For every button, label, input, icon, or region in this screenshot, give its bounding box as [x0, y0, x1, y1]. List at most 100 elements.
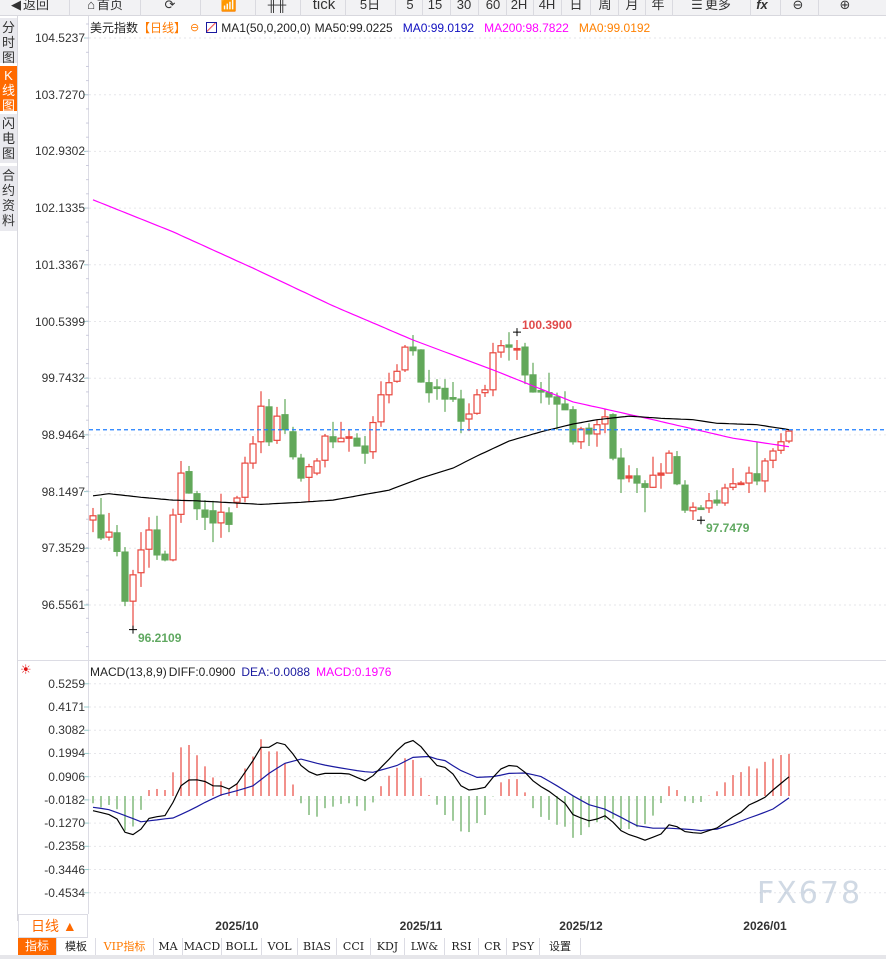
candle-down[interactable] — [193, 490, 201, 521]
indicator-tab-cci[interactable]: CCI — [337, 938, 371, 955]
candle-down[interactable] — [297, 453, 305, 482]
candle-up[interactable] — [785, 429, 793, 444]
period-周-button[interactable]: 周 — [598, 0, 612, 12]
candle-up[interactable] — [105, 512, 113, 541]
refresh-button[interactable]: ⟳ — [164, 0, 176, 12]
indicator-tab-vol[interactable]: VOL — [262, 938, 298, 955]
candle-up[interactable] — [89, 507, 97, 533]
candle-up[interactable] — [393, 364, 401, 383]
candle-up[interactable] — [625, 465, 633, 483]
candle-down[interactable] — [681, 480, 689, 513]
home-button[interactable]: ⌂ 首页 — [87, 0, 123, 14]
period-4H-button[interactable]: 4H — [538, 0, 556, 12]
candle-up[interactable] — [369, 416, 377, 459]
sidebar-item-0[interactable]: 分时图 — [0, 18, 17, 65]
candle-down[interactable] — [185, 465, 193, 494]
candle-up[interactable] — [337, 421, 345, 443]
candle-up[interactable] — [777, 433, 785, 454]
zoom-in-button[interactable]: ⊕ — [839, 0, 851, 12]
bottom-scrollbar[interactable] — [0, 955, 886, 959]
indicator-tab-模板[interactable]: 模板 — [57, 938, 96, 955]
candle-up[interactable] — [721, 483, 729, 506]
indicator-tab-boll[interactable]: BOLL — [222, 938, 262, 955]
candle-up[interactable] — [345, 428, 353, 452]
period-年-button[interactable]: 年 — [651, 0, 665, 12]
candle-down[interactable] — [673, 451, 681, 486]
candle-up[interactable] — [273, 406, 281, 444]
candle-down[interactable] — [361, 436, 369, 464]
candle-up[interactable] — [385, 372, 393, 404]
candle-down[interactable] — [265, 399, 273, 447]
candle-up[interactable] — [593, 419, 601, 447]
menu-button[interactable]: ☰ 更多 — [691, 0, 731, 14]
candle-down[interactable] — [225, 507, 233, 533]
period-60-button[interactable]: 60 — [485, 0, 501, 12]
candle-up[interactable] — [305, 463, 313, 503]
indicator-tab-macd[interactable]: MACD — [183, 938, 222, 955]
candle-down[interactable] — [409, 335, 417, 356]
candle-down[interactable] — [753, 441, 761, 486]
candle-down[interactable] — [585, 423, 593, 447]
sidebar-item-3[interactable]: 合约资料 — [0, 166, 17, 232]
candle-down[interactable] — [329, 421, 337, 449]
candle-up[interactable] — [177, 460, 185, 523]
candle-up[interactable] — [169, 508, 177, 562]
candle-up[interactable] — [769, 448, 777, 469]
indicator-chart-icon[interactable] — [206, 22, 218, 33]
candle-up[interactable] — [257, 391, 265, 454]
candle-up[interactable] — [745, 466, 753, 494]
candle-down[interactable] — [553, 392, 561, 430]
formula-button[interactable]: fx — [756, 0, 768, 12]
zoom-out-button[interactable]: ⊖ — [792, 0, 804, 12]
candle-down[interactable] — [545, 372, 553, 405]
candle-down[interactable] — [449, 381, 457, 402]
sidebar-item-1[interactable]: K线图 — [0, 66, 17, 113]
candle-down[interactable] — [353, 433, 361, 447]
candle-up[interactable] — [657, 463, 665, 489]
candle-up[interactable] — [497, 339, 505, 358]
period-日-button[interactable]: 日 — [569, 0, 583, 12]
bar-chart-button[interactable]: 📶 — [220, 0, 238, 12]
candle-down[interactable] — [569, 406, 577, 445]
indicator-tab-vip指标[interactable]: VIP指标 — [96, 938, 154, 955]
candle-up[interactable] — [249, 436, 257, 469]
period-5-button[interactable]: 5 — [406, 0, 414, 12]
indicator-tab-psy[interactable]: PSY — [507, 938, 540, 955]
indicator-tab-设置[interactable]: 设置 — [540, 938, 581, 955]
candle-up[interactable] — [481, 384, 489, 397]
candle-down[interactable] — [153, 515, 161, 560]
indicator-tab-指标[interactable]: 指标 — [18, 938, 57, 955]
candle-down[interactable] — [201, 500, 209, 531]
candle-down[interactable] — [417, 349, 425, 383]
candle-up[interactable] — [145, 517, 153, 568]
settings-circle-icon[interactable]: ⊖ — [190, 22, 200, 34]
candle-down[interactable] — [113, 525, 121, 557]
period-tick-button[interactable]: tick — [312, 0, 336, 13]
candle-up[interactable] — [705, 493, 713, 513]
candle-up[interactable] — [129, 569, 137, 630]
candle-down[interactable] — [617, 448, 625, 494]
candle-up[interactable] — [137, 532, 145, 587]
candle-up[interactable] — [473, 389, 481, 415]
candle-down[interactable] — [209, 500, 217, 543]
candle-down[interactable] — [433, 379, 441, 400]
candle-down[interactable] — [713, 490, 721, 506]
candle-down[interactable] — [161, 550, 169, 562]
indicator-tab-cr[interactable]: CR — [479, 938, 507, 955]
candle-up[interactable] — [649, 456, 657, 489]
candle-up[interactable] — [665, 450, 673, 474]
indicator-tab-lw&[interactable]: LW& — [405, 938, 445, 955]
candle-down[interactable] — [633, 468, 641, 494]
pane-divider[interactable] — [18, 660, 886, 661]
candle-down[interactable] — [121, 547, 129, 607]
candle-up[interactable] — [729, 468, 737, 491]
period-30-button[interactable]: 30 — [456, 0, 472, 12]
candle-down[interactable] — [521, 342, 529, 385]
candle-up[interactable] — [233, 495, 241, 508]
candle-up[interactable] — [761, 458, 769, 493]
candle-up[interactable] — [577, 426, 585, 449]
candle-down[interactable] — [697, 505, 705, 511]
candle-up[interactable] — [217, 493, 225, 538]
candle-down[interactable] — [281, 399, 289, 434]
